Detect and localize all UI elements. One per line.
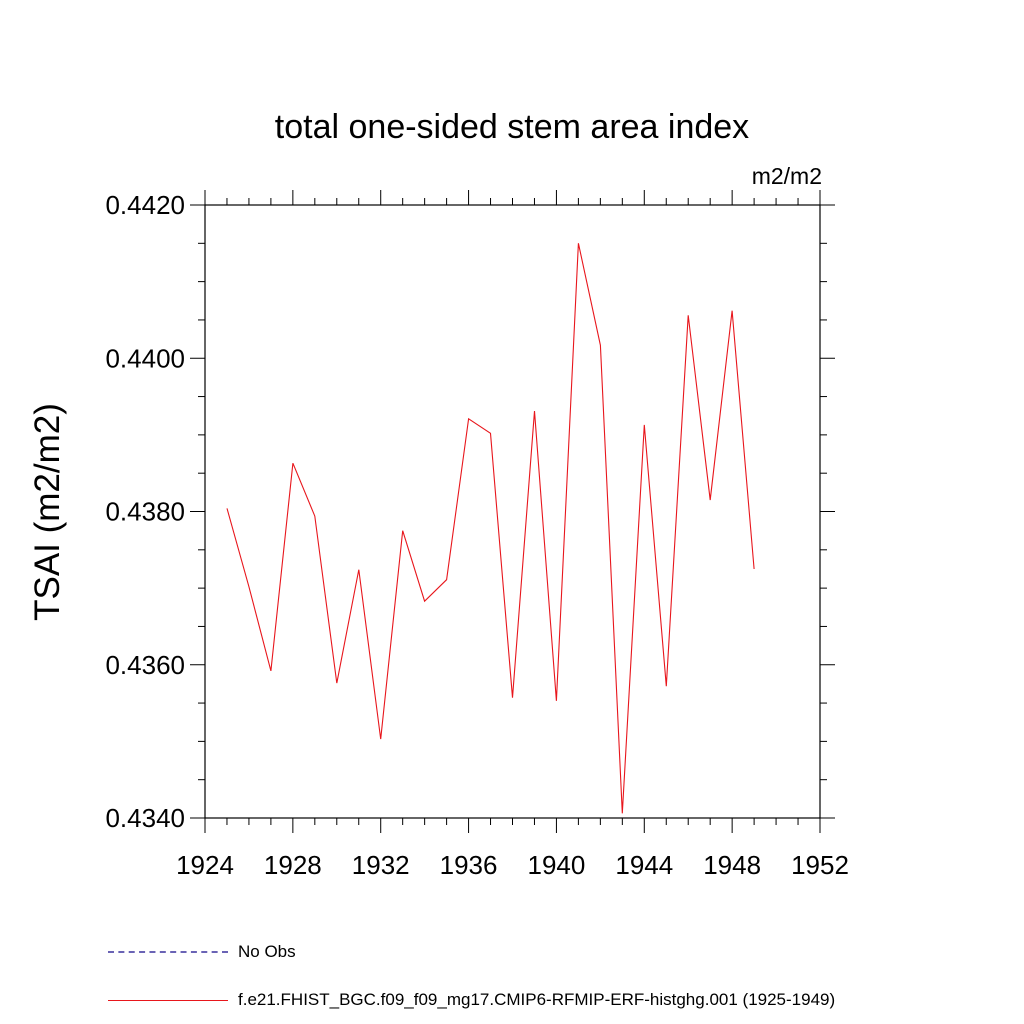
legend-swatch-dashed: [108, 951, 228, 953]
plot-frame: [204, 204, 821, 819]
y-tick-label: 0.4400: [105, 343, 185, 373]
x-tick-label: 1944: [615, 850, 673, 880]
legend-item-no-obs: No Obs: [108, 938, 296, 966]
legend-label: f.e21.FHIST_BGC.f09_f09_mg17.CMIP6-RFMIP…: [238, 990, 836, 1009]
x-tick-label: 1948: [703, 850, 761, 880]
x-tick-label: 1940: [528, 850, 586, 880]
series-line: [226, 243, 755, 814]
units-label: m2/m2: [751, 163, 822, 189]
legend-swatch-solid: [108, 999, 228, 1001]
legend: No Obs f.e21.FHIST_BGC.f09_f09_mg17.CMIP…: [0, 930, 1024, 1024]
y-tick-label: 0.4420: [105, 190, 185, 220]
y-tick-label: 0.4360: [105, 650, 185, 680]
y-tick-label: 0.4380: [105, 497, 185, 527]
x-tick-label: 1936: [440, 850, 498, 880]
legend-label: No Obs: [238, 942, 296, 961]
chart-title: total one-sided stem area index: [274, 108, 750, 146]
y-tick-label: 0.4340: [105, 803, 185, 833]
legend-item-series: f.e21.FHIST_BGC.f09_f09_mg17.CMIP6-RFMIP…: [108, 986, 835, 1014]
x-tick-label: 1932: [352, 850, 410, 880]
x-tick-label: 1928: [264, 850, 322, 880]
x-tick-label: 1924: [176, 850, 234, 880]
x-tick-label: 1952: [791, 850, 849, 880]
